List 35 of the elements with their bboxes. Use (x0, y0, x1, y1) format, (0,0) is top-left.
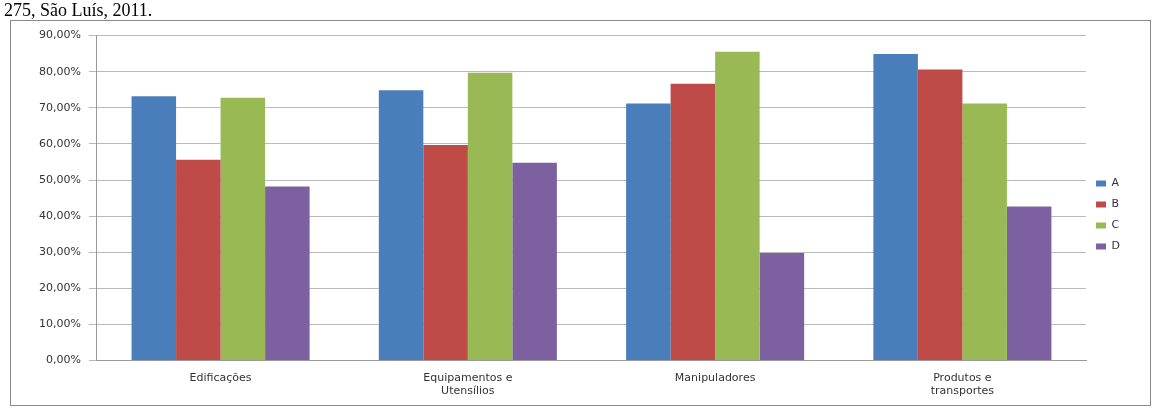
bar (626, 103, 671, 361)
x-tick-label: Equipamentos e Utensílios (423, 371, 513, 398)
y-tick-label: 20,00% (38, 281, 81, 295)
y-tick-label: 30,00% (38, 245, 81, 259)
legend-label: B (1111, 197, 1120, 211)
bar (670, 83, 716, 361)
bar (512, 162, 557, 361)
y-tick-label: 60,00% (38, 136, 81, 150)
legend-label: D (1111, 239, 1121, 253)
bar (378, 90, 424, 361)
bar (917, 69, 963, 361)
bar (265, 186, 310, 361)
y-tick-label: 40,00% (38, 209, 81, 223)
x-tick-label: Produtos e transportes (930, 371, 995, 398)
x-tick-label: Manipuladores (674, 371, 756, 385)
y-tick-label: 0,00% (45, 353, 81, 367)
bar (220, 97, 266, 361)
y-tick-label: 70,00% (38, 100, 81, 114)
bar (1006, 206, 1052, 361)
legend-label: A (1111, 176, 1120, 190)
y-tick-label: 50,00% (38, 172, 81, 186)
bar (423, 145, 468, 361)
x-tick-label: Edificações (189, 371, 252, 385)
bar (715, 51, 760, 361)
bar (873, 54, 918, 361)
y-tick-label: 10,00% (38, 317, 81, 331)
bar (131, 96, 177, 361)
bar (467, 72, 513, 361)
y-tick-label: 90,00% (38, 28, 81, 42)
text: 275, São Luís, 2011. (4, 0, 153, 20)
legend-label: C (1111, 218, 1120, 232)
bar (759, 252, 805, 361)
bar (962, 103, 1007, 361)
bar (176, 159, 221, 361)
y-tick-label: 80,00% (38, 64, 81, 78)
